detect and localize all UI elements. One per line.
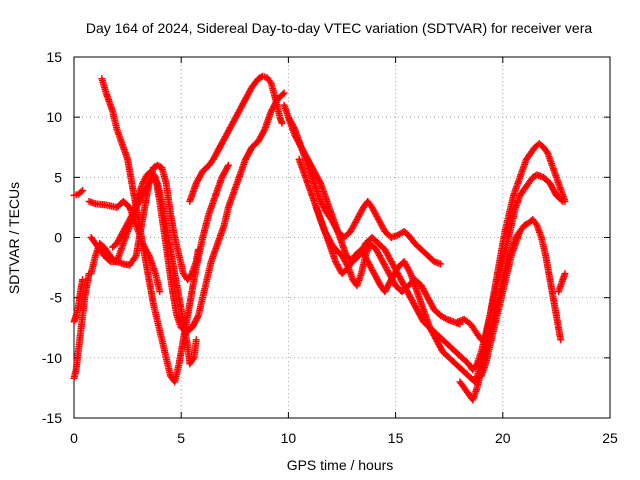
series-track-16 [477,227,524,380]
x-tick-label: 10 [281,430,297,446]
data-point-marker [279,90,287,98]
y-tick-label: -15 [42,410,62,426]
data-point-marker [79,276,87,284]
data-point-marker [260,127,268,135]
x-axis-label: GPS time / hours [287,457,394,473]
series-track-13 [312,140,569,386]
y-axis-label: SDTVAR / TECUs [6,182,22,294]
data-point-marker [79,187,87,195]
series-track-15 [555,270,569,296]
series-track-8 [109,173,200,368]
data-layer [70,72,569,404]
x-tick-label: 25 [602,430,618,446]
y-tick-label: -5 [50,290,63,306]
data-point-marker [156,288,164,296]
x-tick-label: 15 [388,430,404,446]
data-point-marker [194,313,202,321]
data-point-marker [224,163,232,171]
data-point-marker [437,260,445,268]
series-track-7 [98,75,232,386]
y-tick-label: -10 [42,350,62,366]
data-point-marker [441,314,449,322]
series-track-14 [456,215,565,404]
series-track-9 [186,72,286,205]
x-tick-label: 5 [177,430,185,446]
data-point-marker [316,178,324,186]
data-point-marker [278,119,286,127]
data-point-marker [192,336,200,344]
data-point-marker [477,336,485,344]
series-track-11 [284,113,445,268]
series-track-1 [70,187,87,199]
tick-layer: 0 5 10 15 20 25 -15 -10 -5 0 5 10 15 [42,49,618,446]
data-point-marker [224,161,232,169]
x-tick-label: 20 [495,430,511,446]
chart-title: Day 164 of 2024, Sidereal Day-to-day VTE… [86,20,592,36]
y-tick-label: 15 [46,49,62,65]
series-track-3 [70,276,87,326]
data-point-marker [280,89,288,97]
data-point-marker [516,227,524,235]
data-point-marker [561,197,569,205]
data-point-marker [131,253,139,261]
data-point-marker [476,334,484,342]
data-point-marker [557,336,565,344]
data-point-marker [561,270,569,278]
x-tick-label: 0 [70,430,78,446]
data-point-marker [266,78,274,86]
y-tick-label: 5 [54,169,62,185]
y-tick-label: 0 [54,230,62,246]
series-track-2 [70,270,93,382]
data-point-marker [153,178,161,186]
series-track-17 [454,315,485,344]
data-point-marker [189,355,197,363]
data-point-marker [406,268,414,276]
data-point-marker [290,124,298,132]
series-track-6 [87,89,288,335]
y-tick-label: 10 [46,109,62,125]
data-point-marker [77,188,85,196]
